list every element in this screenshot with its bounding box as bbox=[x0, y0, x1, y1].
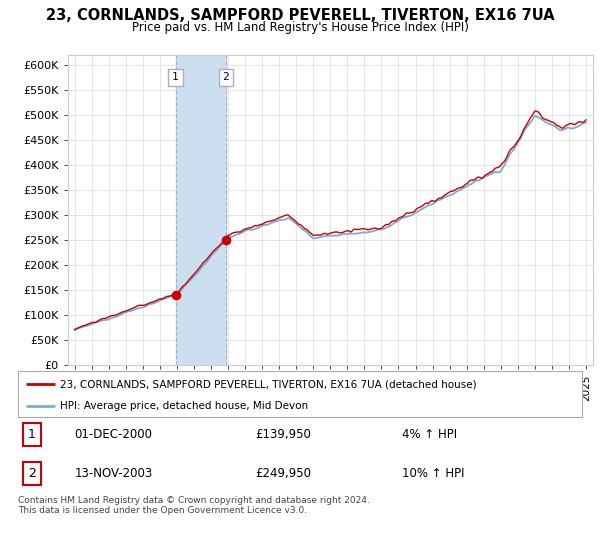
Text: 1: 1 bbox=[172, 72, 179, 82]
Bar bbox=[176, 55, 226, 365]
Text: 4% ↑ HPI: 4% ↑ HPI bbox=[401, 428, 457, 441]
Text: Contains HM Land Registry data © Crown copyright and database right 2024.
This d: Contains HM Land Registry data © Crown c… bbox=[18, 496, 370, 515]
Text: 13-NOV-2003: 13-NOV-2003 bbox=[74, 467, 152, 480]
Text: 10% ↑ HPI: 10% ↑ HPI bbox=[401, 467, 464, 480]
Text: 01-DEC-2000: 01-DEC-2000 bbox=[74, 428, 152, 441]
Text: Price paid vs. HM Land Registry's House Price Index (HPI): Price paid vs. HM Land Registry's House … bbox=[131, 21, 469, 34]
Text: 2: 2 bbox=[28, 467, 36, 480]
Text: 2: 2 bbox=[223, 72, 229, 82]
Text: 23, CORNLANDS, SAMPFORD PEVERELL, TIVERTON, EX16 7UA (detached house): 23, CORNLANDS, SAMPFORD PEVERELL, TIVERT… bbox=[60, 379, 477, 389]
Text: 1: 1 bbox=[28, 428, 36, 441]
Text: £139,950: £139,950 bbox=[255, 428, 311, 441]
Text: £249,950: £249,950 bbox=[255, 467, 311, 480]
Text: HPI: Average price, detached house, Mid Devon: HPI: Average price, detached house, Mid … bbox=[60, 401, 308, 410]
Text: 23, CORNLANDS, SAMPFORD PEVERELL, TIVERTON, EX16 7UA: 23, CORNLANDS, SAMPFORD PEVERELL, TIVERT… bbox=[46, 8, 554, 24]
